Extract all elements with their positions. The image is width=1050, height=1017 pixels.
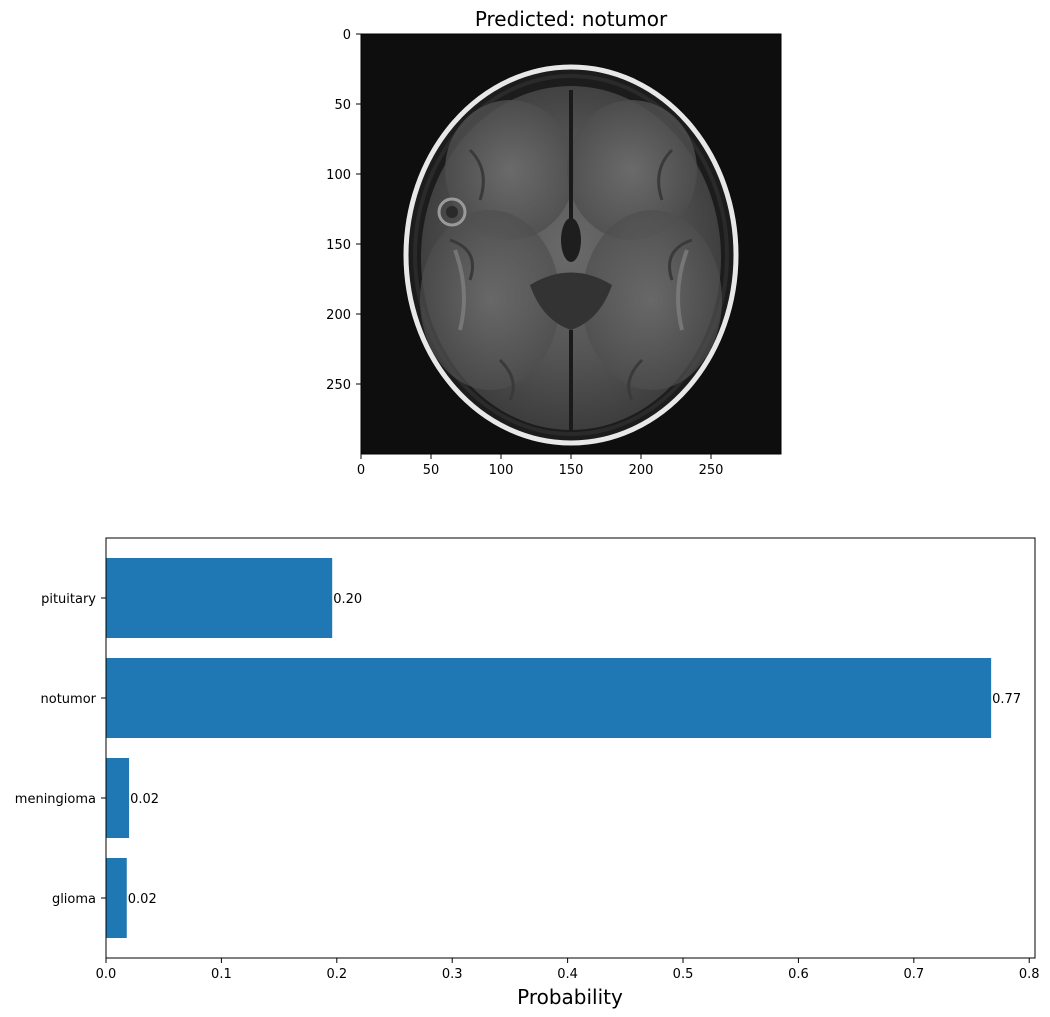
y-tick-label: meningioma: [15, 792, 96, 807]
image-y-tick-label: 250: [326, 378, 351, 393]
chart-frame: [105, 537, 1036, 959]
y-tick-label: glioma: [52, 892, 96, 907]
x-tick-label: 0.8: [1019, 967, 1040, 982]
bar-value-label: 0.20: [333, 592, 362, 607]
image-title: Predicted: notumor: [475, 7, 668, 31]
x-tick-label: 0.2: [326, 967, 347, 982]
bar-chart: 0.020.020.770.20 0.0 0.1 0.2 0.3 0.4 0.5 0.6 0.…: [15, 537, 1040, 1009]
image-x-tick-label: 250: [699, 463, 724, 478]
image-y-ticks: 0 50 100 150 200 250: [326, 28, 361, 393]
image-x-tick-label: 0: [357, 463, 365, 478]
x-tick-label: 0.5: [673, 967, 694, 982]
bar-value-labels: 0.02 0.02 0.77 0.20: [128, 592, 1021, 907]
image-panel: Predicted: notumor: [326, 7, 782, 478]
x-tick-label: 0.7: [903, 967, 924, 982]
chart-y-ticks: glioma meningioma notumor pituitary: [15, 592, 106, 907]
image-y-tick-label: 150: [326, 238, 351, 253]
y-tick-label: pituitary: [41, 592, 96, 607]
x-axis-label: Probability: [517, 985, 623, 1009]
bars: [106, 558, 992, 938]
image-x-tick-label: 150: [559, 463, 584, 478]
bar-value-label: 0.02: [128, 892, 157, 907]
x-tick-label: 0.0: [96, 967, 117, 982]
image-y-tick-label: 50: [334, 98, 351, 113]
image-x-tick-label: 50: [423, 463, 440, 478]
image-y-tick-label: 0: [343, 28, 351, 43]
y-tick-label: notumor: [41, 692, 97, 707]
x-tick-label: 0.3: [442, 967, 463, 982]
x-tick-label: 0.4: [557, 967, 578, 982]
bar-notumor: [106, 658, 992, 738]
mri-image: [361, 34, 781, 454]
image-x-ticks: 0 50 100 150 200 250: [357, 454, 724, 478]
chart-x-ticks: 0.0 0.1 0.2 0.3 0.4 0.5 0.6 0.7 0.8: [96, 958, 1040, 982]
image-y-tick-label: 100: [326, 168, 351, 183]
image-y-tick-label: 200: [326, 308, 351, 323]
bar-value-label: 0.77: [992, 692, 1021, 707]
bar-meningioma: [106, 758, 130, 838]
bar-glioma: [106, 858, 127, 938]
bar-pituitary: [106, 558, 333, 638]
x-tick-label: 0.1: [211, 967, 232, 982]
bar-value-label: 0.02: [130, 792, 159, 807]
image-x-tick-label: 200: [629, 463, 654, 478]
x-tick-label: 0.6: [788, 967, 809, 982]
image-x-tick-label: 100: [489, 463, 514, 478]
